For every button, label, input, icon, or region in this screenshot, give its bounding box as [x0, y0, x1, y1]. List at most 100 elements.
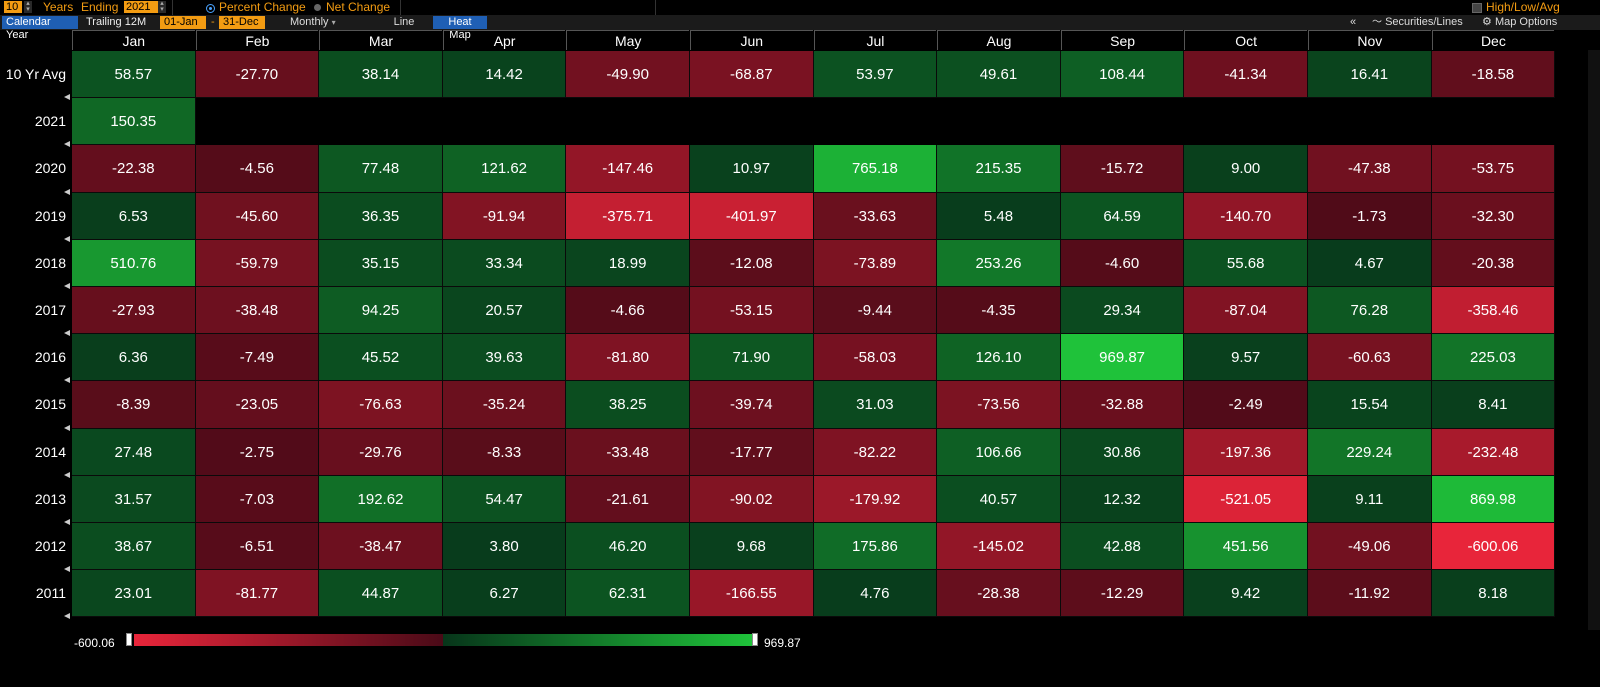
high-low-avg-checkbox[interactable] [1472, 3, 1482, 13]
heatmap-cell[interactable]: -29.76 [319, 428, 443, 476]
heatmap-cell[interactable]: -8.39 [72, 381, 196, 429]
start-date-input[interactable]: 01-Jan [160, 16, 206, 29]
heatmap-cell[interactable]: -4.56 [195, 145, 320, 193]
heatmap-cell[interactable]: 46.20 [566, 523, 690, 571]
heatmap-cell[interactable]: -375.71 [566, 192, 690, 240]
heatmap-cell[interactable]: -73.56 [937, 381, 1061, 429]
heatmap-cell[interactable]: -68.87 [690, 51, 814, 99]
heatmap-cell[interactable]: 5.48 [937, 192, 1061, 240]
heatmap-cell[interactable]: 64.59 [1060, 192, 1185, 240]
heatmap-cell[interactable]: -232.48 [1431, 428, 1556, 476]
scale-max-handle[interactable] [752, 633, 758, 646]
heatmap-cell[interactable]: 9.68 [690, 523, 814, 571]
heatmap-cell[interactable]: -6.51 [195, 523, 320, 571]
heatmap-cell[interactable]: -2.49 [1184, 381, 1308, 429]
row-expand-marker[interactable] [64, 613, 70, 620]
ending-year-spinner[interactable]: ▴ ▾ [158, 0, 166, 13]
heatmap-cell[interactable]: 38.14 [319, 51, 443, 99]
heatmap-cell[interactable]: -73.89 [813, 239, 938, 287]
heatmap-cell[interactable]: -15.72 [1060, 145, 1185, 193]
heatmap-cell[interactable]: -82.22 [813, 428, 938, 476]
heatmap-cell[interactable]: 192.62 [319, 475, 443, 523]
heatmap-cell[interactable]: 55.68 [1184, 239, 1308, 287]
heatmap-cell[interactable]: -9.44 [813, 287, 938, 335]
heatmap-cell[interactable]: 126.10 [937, 334, 1061, 382]
collapse-button[interactable]: « [1350, 16, 1357, 28]
row-expand-marker[interactable] [64, 566, 70, 573]
heatmap-cell[interactable]: -12.08 [690, 239, 814, 287]
trailing-12m-button[interactable]: Trailing 12M [86, 16, 147, 28]
heatmap-cell[interactable]: -47.38 [1308, 145, 1432, 193]
heatmap-cell[interactable]: 9.42 [1184, 570, 1308, 618]
heatmap-cell[interactable]: -60.63 [1308, 334, 1432, 382]
heatmap-cell[interactable]: 49.61 [937, 51, 1061, 99]
heatmap-cell[interactable]: 58.57 [72, 51, 196, 99]
heatmap-cell[interactable]: 38.67 [72, 523, 196, 571]
securities-lines-button[interactable]: 〜 Securities/Lines [1368, 16, 1472, 29]
heatmap-cell[interactable]: 253.26 [937, 239, 1061, 287]
heatmap-cell[interactable]: -33.48 [566, 428, 690, 476]
heatmap-cell[interactable]: -32.88 [1060, 381, 1185, 429]
row-expand-marker[interactable] [64, 377, 70, 384]
heatmap-cell[interactable]: -91.94 [442, 192, 567, 240]
heatmap-cell[interactable]: -49.06 [1308, 523, 1432, 571]
heatmap-cell[interactable]: -4.35 [937, 287, 1061, 335]
heatmap-cell[interactable]: -49.90 [566, 51, 690, 99]
row-expand-marker[interactable] [64, 188, 70, 195]
heatmap-cell[interactable]: -81.80 [566, 334, 690, 382]
percent-change-radio-selected[interactable] [206, 4, 215, 13]
heatmap-cell[interactable]: -35.24 [442, 381, 567, 429]
heatmap-cell[interactable]: 40.57 [937, 475, 1061, 523]
row-expand-marker[interactable] [64, 330, 70, 337]
heatmap-cell[interactable]: -4.60 [1060, 239, 1185, 287]
heatmap-cell[interactable]: 175.86 [813, 523, 938, 571]
heatmap-cell[interactable]: 23.01 [72, 570, 196, 618]
heatmap-cell[interactable]: 27.48 [72, 428, 196, 476]
map-options-button[interactable]: ⚙ Map Options [1478, 16, 1598, 29]
heatmap-cell[interactable]: 3.80 [442, 523, 567, 571]
heatmap-cell[interactable]: -58.03 [813, 334, 938, 382]
heatmap-cell[interactable]: -22.38 [72, 145, 196, 193]
net-change-label[interactable]: Net Change [326, 0, 391, 14]
heatmap-cell[interactable]: 42.88 [1060, 523, 1185, 571]
heatmap-cell[interactable]: 150.35 [72, 98, 196, 146]
heatmap-cell[interactable]: 77.48 [319, 145, 443, 193]
heatmap-cell[interactable]: 229.24 [1308, 428, 1432, 476]
heatmap-cell[interactable]: -90.02 [690, 475, 814, 523]
ending-year-input[interactable]: 2021 [124, 1, 158, 13]
heatmap-cell[interactable]: -358.46 [1431, 287, 1556, 335]
vertical-scrollbar[interactable] [1588, 50, 1600, 630]
heatmap-cell[interactable]: 6.53 [72, 192, 196, 240]
heatmap-cell[interactable]: -140.70 [1184, 192, 1308, 240]
heatmap-cell[interactable]: 121.62 [442, 145, 567, 193]
heatmap-cell[interactable]: 44.87 [319, 570, 443, 618]
heatmap-cell[interactable]: -4.66 [566, 287, 690, 335]
heatmap-cell[interactable]: -76.63 [319, 381, 443, 429]
heatmap-cell[interactable]: -38.47 [319, 523, 443, 571]
heatmap-cell[interactable]: 18.99 [566, 239, 690, 287]
heatmap-cell[interactable]: 76.28 [1308, 287, 1432, 335]
heatmap-cell[interactable]: 45.52 [319, 334, 443, 382]
heatmap-cell[interactable]: 4.76 [813, 570, 938, 618]
heatmap-cell[interactable]: 215.35 [937, 145, 1061, 193]
heat-map-view-button[interactable]: Heat Map [433, 16, 487, 41]
heatmap-cell[interactable]: 36.35 [319, 192, 443, 240]
row-expand-marker[interactable] [64, 235, 70, 242]
heatmap-cell[interactable]: -11.92 [1308, 570, 1432, 618]
heatmap-cell[interactable]: -600.06 [1431, 523, 1556, 571]
heatmap-cell[interactable]: 6.36 [72, 334, 196, 382]
heatmap-cell[interactable]: 16.41 [1308, 51, 1432, 99]
heatmap-cell[interactable]: 31.03 [813, 381, 938, 429]
high-low-avg-label[interactable]: High/Low/Avg [1486, 0, 1560, 14]
heatmap-cell[interactable]: -147.46 [566, 145, 690, 193]
heatmap-cell[interactable]: -18.58 [1431, 51, 1556, 99]
heatmap-cell[interactable]: 225.03 [1431, 334, 1556, 382]
scale-min-handle[interactable] [126, 633, 132, 646]
period-dropdown[interactable]: Monthly ▾ [286, 16, 348, 29]
heatmap-cell[interactable]: -20.38 [1431, 239, 1556, 287]
heatmap-cell[interactable]: -45.60 [195, 192, 320, 240]
heatmap-cell[interactable]: 869.98 [1431, 475, 1556, 523]
heatmap-cell[interactable]: 765.18 [813, 145, 938, 193]
heatmap-cell[interactable]: -81.77 [195, 570, 320, 618]
heatmap-cell[interactable]: -145.02 [937, 523, 1061, 571]
